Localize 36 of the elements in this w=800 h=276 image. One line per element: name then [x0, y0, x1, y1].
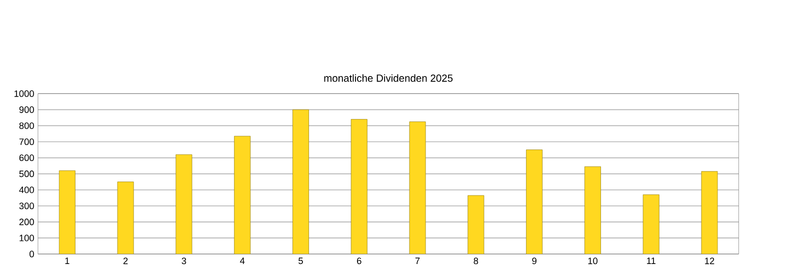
bar [292, 110, 309, 254]
y-tick-label: 300 [19, 202, 34, 210]
chart-title: monatliche Dividenden 2025 [324, 74, 453, 82]
x-tick-label: 7 [415, 258, 420, 264]
y-tick-label: 600 [19, 154, 34, 162]
bar [58, 170, 76, 254]
y-tick-label: 400 [19, 186, 34, 194]
y-tick-label: 800 [19, 122, 34, 130]
x-tick-label: 5 [298, 258, 303, 264]
x-tick-label: 12 [705, 258, 714, 264]
bar [584, 166, 601, 254]
x-tick-label: 3 [182, 258, 186, 264]
y-tick-label: 100 [20, 234, 34, 242]
x-tick-label: 10 [588, 258, 598, 264]
bar [701, 171, 718, 254]
bar [468, 195, 484, 254]
y-tick-label: 0 [30, 250, 34, 258]
bar [526, 150, 543, 254]
bar [642, 194, 660, 254]
x-tick-label: 11 [647, 258, 656, 264]
x-tick-label: 1 [65, 258, 70, 264]
bar [176, 154, 192, 254]
bar [117, 182, 134, 254]
y-tick-label: 200 [19, 218, 34, 226]
y-tick-label: 900 [19, 106, 34, 113]
bar [409, 122, 426, 254]
x-tick-label: 2 [123, 258, 128, 264]
x-tick-label: 8 [474, 258, 478, 264]
x-tick-label: 6 [357, 258, 362, 264]
x-tick-label: 9 [532, 258, 536, 264]
bar [350, 119, 368, 254]
y-tick-label: 700 [19, 138, 34, 146]
y-tick-label: 500 [19, 170, 34, 178]
x-tick-label: 4 [240, 258, 245, 264]
y-tick-label: 1000 [14, 90, 34, 97]
bar [234, 136, 251, 254]
